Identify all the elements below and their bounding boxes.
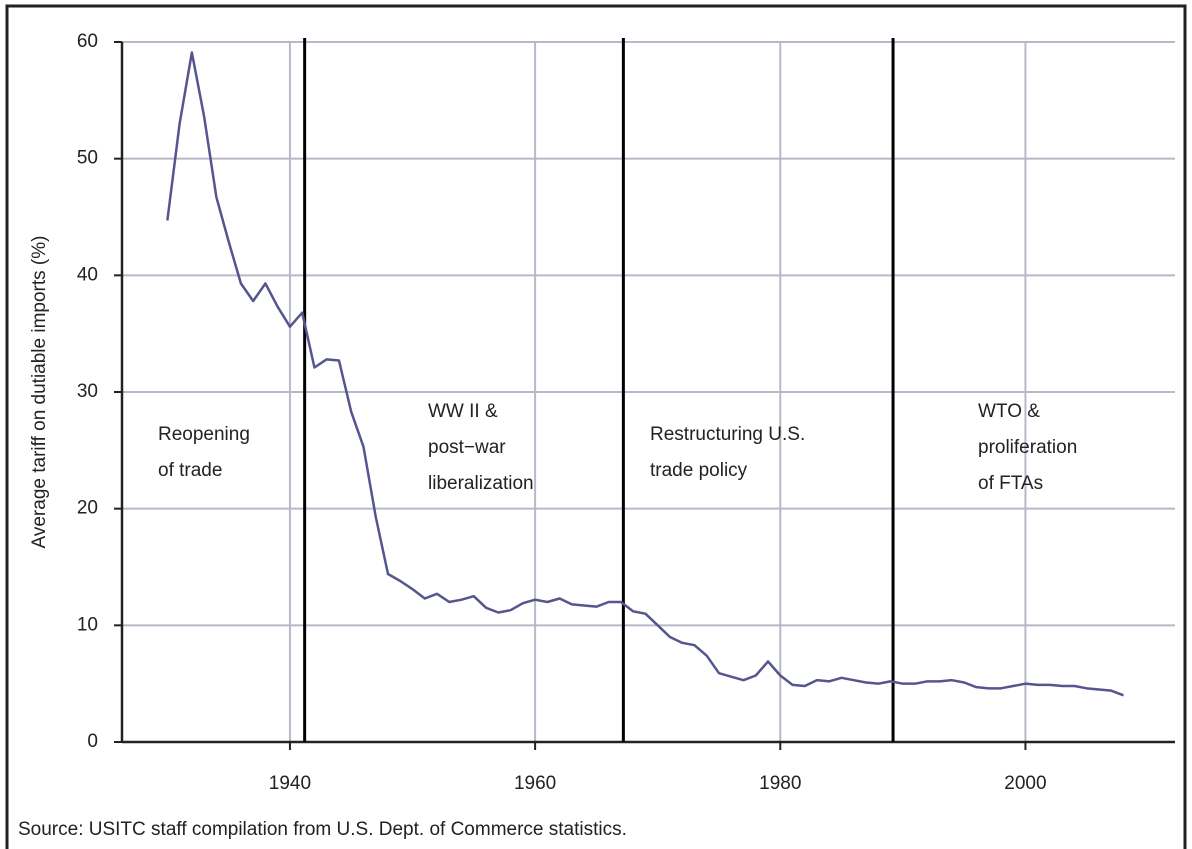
- period-label: trade policy: [650, 460, 748, 481]
- period-label: Reopening: [158, 424, 250, 445]
- y-tick-label: 40: [77, 264, 98, 285]
- period-label: of FTAs: [978, 473, 1043, 494]
- period-label: post−war: [428, 437, 506, 458]
- period-label: proliferation: [978, 437, 1077, 458]
- x-tick-label: 2000: [1004, 773, 1046, 794]
- x-tick-label: 1960: [514, 773, 556, 794]
- x-tick-label: 1940: [269, 773, 311, 794]
- y-tick-label: 10: [77, 614, 98, 635]
- y-tick-label: 20: [77, 498, 98, 519]
- y-axis-label: Average tariff on dutiable imports (%): [29, 236, 50, 549]
- y-tick-label: 60: [77, 31, 98, 52]
- period-label: WTO &: [978, 401, 1040, 422]
- period-label: of trade: [158, 460, 222, 481]
- data-line: [166, 51, 1124, 697]
- x-tick-label: 1980: [759, 773, 801, 794]
- source-note: Source: USITC staff compilation from U.S…: [18, 819, 627, 840]
- period-label: WW II &: [428, 401, 498, 422]
- frame: [5, 4, 1187, 849]
- y-tick-label: 30: [77, 381, 98, 402]
- y-tick-label: 0: [87, 731, 98, 752]
- period-label: liberalization: [428, 473, 534, 494]
- y-tick-label: 50: [77, 148, 98, 169]
- period-label: Restructuring U.S.: [650, 424, 805, 445]
